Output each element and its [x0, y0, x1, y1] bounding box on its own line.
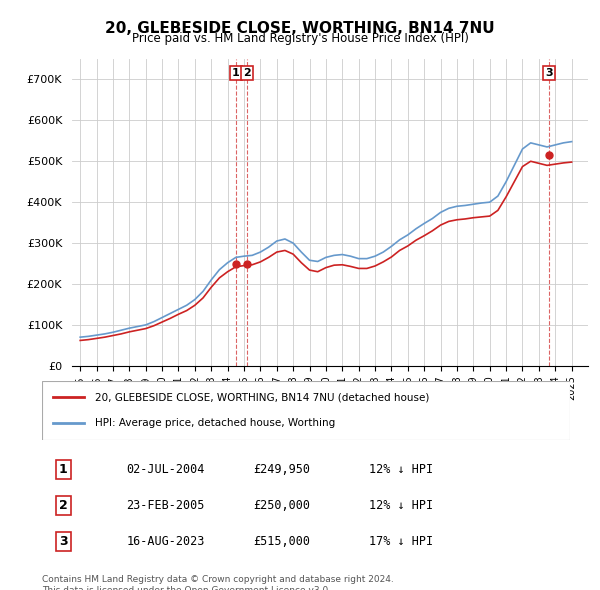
Text: Contains HM Land Registry data © Crown copyright and database right 2024.
This d: Contains HM Land Registry data © Crown c…	[42, 575, 394, 590]
Text: 2: 2	[59, 499, 67, 512]
Text: £249,950: £249,950	[253, 463, 310, 476]
FancyBboxPatch shape	[42, 381, 570, 440]
Text: 20, GLEBESIDE CLOSE, WORTHING, BN14 7NU: 20, GLEBESIDE CLOSE, WORTHING, BN14 7NU	[105, 21, 495, 35]
Text: HPI: Average price, detached house, Worthing: HPI: Average price, detached house, Wort…	[95, 418, 335, 428]
Text: £250,000: £250,000	[253, 499, 310, 512]
Text: 12% ↓ HPI: 12% ↓ HPI	[370, 499, 433, 512]
Text: 16-AUG-2023: 16-AUG-2023	[127, 535, 205, 548]
Text: 12% ↓ HPI: 12% ↓ HPI	[370, 463, 433, 476]
Text: 02-JUL-2004: 02-JUL-2004	[127, 463, 205, 476]
Text: 20, GLEBESIDE CLOSE, WORTHING, BN14 7NU (detached house): 20, GLEBESIDE CLOSE, WORTHING, BN14 7NU …	[95, 392, 429, 402]
Text: 3: 3	[59, 535, 67, 548]
Text: 23-FEB-2005: 23-FEB-2005	[127, 499, 205, 512]
Text: Price paid vs. HM Land Registry's House Price Index (HPI): Price paid vs. HM Land Registry's House …	[131, 32, 469, 45]
Text: 17% ↓ HPI: 17% ↓ HPI	[370, 535, 433, 548]
Text: 2: 2	[243, 68, 251, 78]
Text: 1: 1	[232, 68, 239, 78]
Text: 1: 1	[59, 463, 67, 476]
Text: £515,000: £515,000	[253, 535, 310, 548]
Text: 3: 3	[545, 68, 553, 78]
